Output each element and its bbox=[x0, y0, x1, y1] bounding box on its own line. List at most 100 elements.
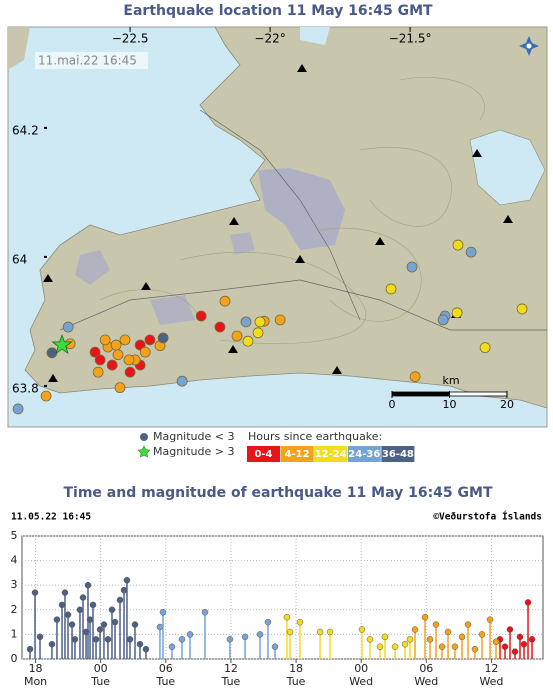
stem-head bbox=[201, 609, 209, 616]
stem-head bbox=[520, 640, 528, 648]
x-tick-label: 06 bbox=[159, 662, 173, 675]
legend-hours-title: Hours since earthquake: bbox=[248, 430, 382, 443]
x-tick-day: Tue bbox=[90, 675, 110, 688]
x-tick-day: Wed bbox=[414, 675, 438, 688]
legend-bucket-label: 4-12 bbox=[285, 449, 310, 460]
legend-small: Magnitude < 3 bbox=[153, 430, 235, 443]
lon-tick-label: −22° bbox=[254, 32, 285, 46]
stem-head bbox=[156, 623, 164, 631]
quake bbox=[385, 283, 397, 295]
stem-head bbox=[524, 599, 532, 606]
quake bbox=[231, 330, 243, 342]
legend-bucket-label: 12-24 bbox=[315, 449, 347, 460]
legend-bucket bbox=[314, 446, 348, 462]
lat-tick-label: 63.8 bbox=[12, 381, 39, 395]
quake bbox=[40, 390, 52, 402]
stem-head bbox=[411, 626, 419, 633]
quake bbox=[119, 334, 131, 346]
quake bbox=[62, 321, 74, 333]
quake bbox=[99, 334, 111, 346]
quake bbox=[252, 327, 264, 339]
stem-head bbox=[444, 628, 452, 636]
quake bbox=[46, 347, 58, 359]
quake bbox=[157, 332, 169, 344]
quake bbox=[124, 366, 136, 378]
stem-head bbox=[26, 645, 34, 653]
stem-head bbox=[516, 633, 524, 641]
lon-tick-label: −22.5 bbox=[112, 32, 149, 46]
quake bbox=[144, 334, 156, 346]
stem-head bbox=[64, 611, 72, 618]
stem-head bbox=[406, 636, 414, 643]
stem-head bbox=[283, 613, 291, 621]
legend-bucket bbox=[280, 446, 314, 462]
stem-head bbox=[123, 577, 131, 584]
x-tick-day: Tue bbox=[221, 675, 241, 688]
bay bbox=[300, 27, 330, 45]
quake bbox=[139, 346, 151, 358]
y-tick-label: 0 bbox=[11, 652, 18, 665]
stem-head bbox=[296, 618, 304, 626]
quake bbox=[92, 366, 104, 378]
quakes bbox=[12, 239, 528, 415]
quake bbox=[89, 346, 101, 358]
quake bbox=[437, 314, 449, 326]
x-tick-label: 00 bbox=[94, 662, 108, 675]
timestamp-box bbox=[35, 52, 148, 69]
quake bbox=[242, 335, 254, 347]
stem-head bbox=[186, 631, 194, 638]
legend-large-icon bbox=[137, 445, 151, 458]
lake bbox=[469, 129, 546, 206]
x-tick-label: 12 bbox=[484, 662, 498, 675]
stem-head bbox=[108, 606, 116, 614]
stem-head bbox=[366, 636, 374, 643]
stem-head bbox=[286, 628, 294, 636]
stem-head bbox=[86, 616, 94, 623]
x-tick-day: Wed bbox=[479, 675, 503, 688]
x-tick-day: Wed bbox=[349, 675, 373, 688]
stem-head bbox=[421, 613, 429, 621]
y-tick-label: 4 bbox=[11, 554, 18, 567]
legend-large: Magnitude > 3 bbox=[153, 445, 235, 458]
x-tick-label: 00 bbox=[354, 662, 368, 675]
stem-head bbox=[426, 636, 434, 643]
x-tick-label: 06 bbox=[419, 662, 433, 675]
stem-head bbox=[501, 643, 509, 650]
y-tick-label: 5 bbox=[11, 529, 18, 542]
scale-segment bbox=[391, 391, 450, 397]
map-base bbox=[8, 27, 547, 409]
quake bbox=[176, 375, 188, 387]
stem-head bbox=[358, 626, 366, 633]
quake bbox=[110, 339, 122, 351]
stem-head bbox=[126, 636, 134, 643]
y-tick-label: 2 bbox=[11, 603, 18, 616]
stem-head bbox=[131, 621, 139, 628]
left-note: 11.05.22 16:45 bbox=[11, 512, 91, 523]
quake bbox=[452, 239, 464, 251]
quake bbox=[254, 316, 266, 328]
roads bbox=[59, 109, 547, 331]
stem-head bbox=[471, 645, 479, 653]
x-tick-day: Tue bbox=[155, 675, 175, 688]
stem-head bbox=[492, 638, 500, 646]
x-tick-label: 18 bbox=[29, 662, 43, 675]
stem-head bbox=[159, 609, 167, 616]
stem-head bbox=[464, 621, 472, 628]
stem-head bbox=[58, 601, 66, 609]
quake bbox=[123, 354, 135, 366]
stations bbox=[43, 64, 513, 382]
quake bbox=[409, 371, 421, 383]
stem-head bbox=[381, 633, 389, 641]
stem-head bbox=[391, 643, 399, 650]
stem-head bbox=[120, 586, 128, 594]
stem-head bbox=[511, 648, 519, 655]
right-note: ©Veðurstofa Íslands bbox=[433, 511, 542, 523]
legend-small-icon bbox=[140, 433, 148, 441]
land bbox=[8, 27, 30, 70]
legend-bucket-label: 36-48 bbox=[382, 449, 414, 460]
stem-head bbox=[89, 601, 97, 609]
quake bbox=[214, 321, 226, 333]
quake bbox=[219, 295, 231, 307]
stem-head bbox=[104, 636, 112, 643]
stem-head bbox=[178, 636, 186, 643]
